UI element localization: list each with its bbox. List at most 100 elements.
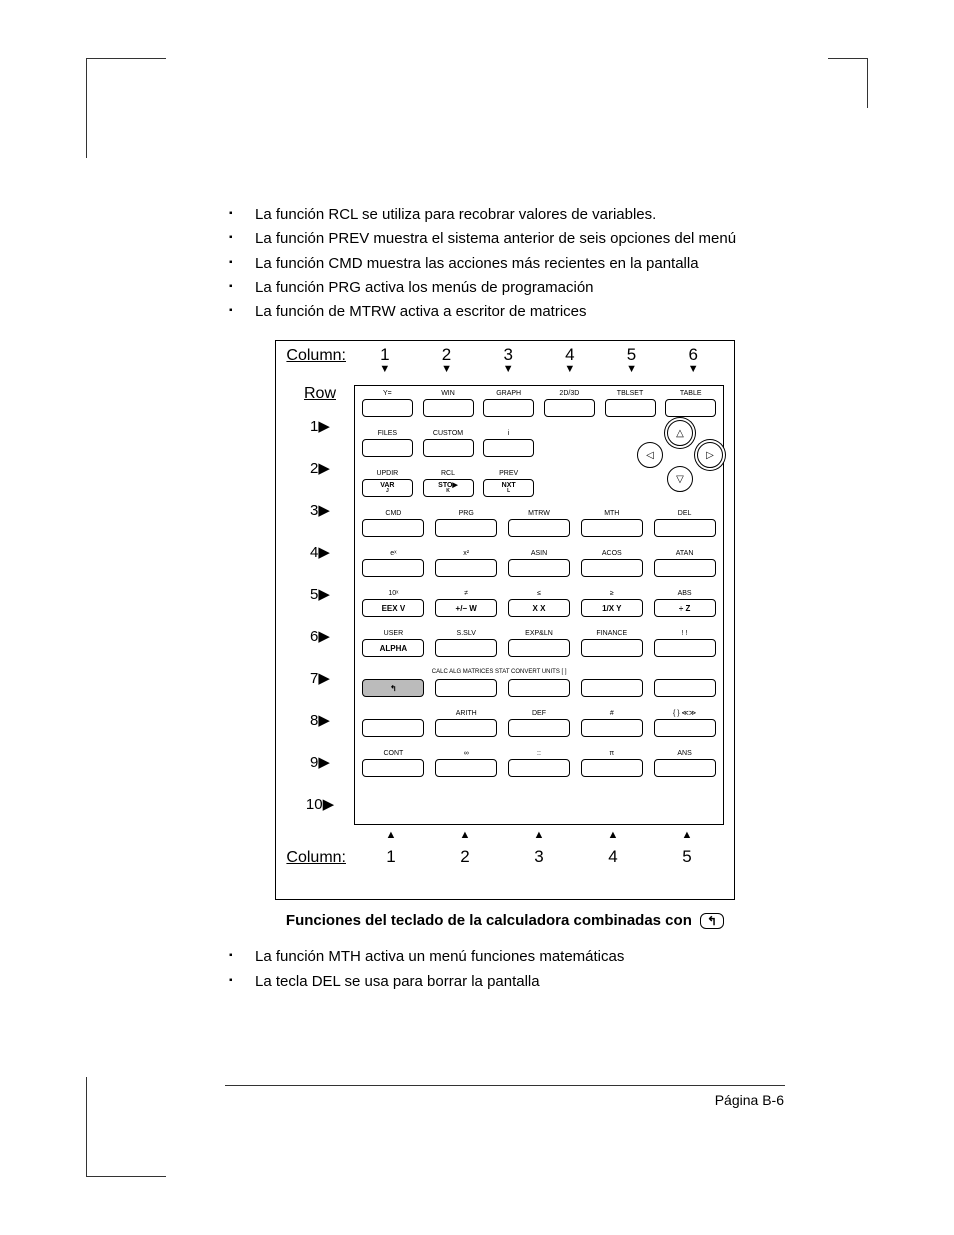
- key-row: USERALPHAS.SLVEXP&LNFINANCE! !: [359, 630, 719, 670]
- up-arrow-icon: ▲: [650, 829, 724, 841]
- bottom-bullet-list: La función MTH activa un menú funciones …: [225, 947, 785, 992]
- calc-key: [544, 399, 595, 417]
- calc-key: [665, 399, 716, 417]
- key-cell: [650, 670, 719, 710]
- key-shift-label: CMD: [385, 510, 401, 519]
- bullet-item: La función PREV muestra el sistema anter…: [225, 229, 785, 249]
- row-num: 7▶: [286, 657, 354, 699]
- col-num: 1: [354, 345, 416, 365]
- col-num: 1: [354, 847, 428, 867]
- key-cell: ABS÷ Z: [650, 590, 719, 630]
- key-cell: DEF: [505, 710, 574, 750]
- key-shift-label: ≠: [464, 590, 468, 599]
- up-arrow-icon: ▲: [354, 829, 428, 841]
- key-cell: ACOS: [577, 550, 646, 590]
- row-num: 6▶: [286, 615, 354, 657]
- bullet-item: La función MTH activa un menú funciones …: [225, 947, 785, 967]
- bullet-item: La función RCL se utiliza para recobrar …: [225, 205, 785, 225]
- key-cell: FILES: [359, 430, 416, 470]
- row-num: 9▶: [286, 741, 354, 783]
- key-cell: { } ≪≫: [650, 710, 719, 750]
- calc-key: [435, 759, 497, 777]
- calc-key: [508, 759, 570, 777]
- key-cell: 10ˣEEX V: [359, 590, 428, 630]
- key-row: ↰CALC ALG MATRICES STAT CONVERT UNITS [ …: [359, 670, 719, 710]
- calc-key: [581, 559, 643, 577]
- row-num: 10▶: [286, 783, 354, 825]
- bullet-item: La tecla DEL se usa para borrar la panta…: [225, 972, 785, 992]
- key-cell: WIN: [420, 390, 477, 430]
- key-banner-label: CALC ALG MATRICES STAT CONVERT UNITS [ ]: [432, 669, 567, 675]
- calc-key: [423, 439, 474, 457]
- key-cell: CALC ALG MATRICES STAT CONVERT UNITS [ ]: [432, 670, 501, 710]
- col-num: 6: [662, 345, 724, 365]
- key-shift-label: ASIN: [531, 550, 547, 559]
- figure-caption: Funciones del teclado de la calculadora …: [225, 912, 785, 929]
- calc-key: [581, 519, 643, 537]
- key-cell: MTRW: [505, 510, 574, 550]
- bullet-item: La función CMD muestra las acciones más …: [225, 254, 785, 274]
- key-shift-label: FILES: [378, 430, 397, 439]
- col-num: 5: [601, 345, 663, 365]
- key-spacer: [541, 430, 598, 470]
- calc-key: [508, 679, 570, 697]
- key-row: UPDIRVARJRCLSTO▶KPREVNXTL: [359, 470, 719, 510]
- key-cell: CONT: [359, 750, 428, 790]
- bullet-item: La función de MTRW activa a escritor de …: [225, 302, 785, 322]
- key-row: FILES CUSTOM i: [359, 430, 719, 470]
- calc-key: [654, 519, 716, 537]
- key-shift-label: Y=: [383, 390, 392, 399]
- key-cell: GRAPH: [480, 390, 537, 430]
- key-shift-label: UPDIR: [376, 470, 398, 479]
- up-arrow-icon: ▲: [428, 829, 502, 841]
- calc-key: [581, 759, 643, 777]
- key-shift-label: ANS: [677, 750, 691, 759]
- calc-key: ALPHA: [362, 639, 424, 657]
- key-spacer: [541, 470, 598, 510]
- row-num: 5▶: [286, 573, 354, 615]
- row-num: 8▶: [286, 699, 354, 741]
- key-cell: 2D/3D: [541, 390, 598, 430]
- key-cell: ::: [505, 750, 574, 790]
- key-cell: MTH: [577, 510, 646, 550]
- calc-key: [483, 439, 534, 457]
- col-num: 3: [502, 847, 576, 867]
- caption-text: Funciones del teclado de la calculadora …: [286, 912, 692, 929]
- up-arrow-row: ▲ ▲ ▲ ▲ ▲: [286, 829, 724, 841]
- col-num: 4: [576, 847, 650, 867]
- key-row: CONT∞::πANS: [359, 750, 719, 790]
- key-shift-label: ARITH: [456, 710, 477, 719]
- key-spacer: [602, 470, 659, 510]
- key-cell: ASIN: [505, 550, 574, 590]
- key-shift-label: GRAPH: [496, 390, 521, 399]
- page-content: La función RCL se utiliza para recobrar …: [225, 205, 785, 1010]
- calc-key: [362, 759, 424, 777]
- bullet-item: La función PRG activa los menús de progr…: [225, 278, 785, 298]
- key-cell: ≠+/− W: [432, 590, 501, 630]
- key-cell: ! !: [650, 630, 719, 670]
- down-arrow-icon: ▼: [662, 363, 724, 375]
- key-shift-label: USER: [384, 630, 403, 639]
- key-cell: USERALPHA: [359, 630, 428, 670]
- calc-key: 1/X Y: [581, 599, 643, 617]
- key-shift-label: i: [508, 430, 510, 439]
- calc-key: [654, 559, 716, 577]
- column-label: Column:: [286, 849, 354, 867]
- footer-rule: [225, 1085, 785, 1086]
- key-shift-label: MTRW: [528, 510, 550, 519]
- key-shift-label: FINANCE: [596, 630, 627, 639]
- row-num: 4▶: [286, 531, 354, 573]
- calc-key: [435, 679, 497, 697]
- key-cell: PREVNXTL: [480, 470, 537, 510]
- calc-key: [435, 639, 497, 657]
- key-area: Y=WINGRAPH2D/3DTBLSETTABLE△◁▷▽FILESCUSTO…: [354, 385, 724, 825]
- row-num: 1▶: [286, 405, 354, 447]
- col-num: 2: [428, 847, 502, 867]
- key-shift-label: ∞: [464, 750, 469, 759]
- key-shift-label: { } ≪≫: [673, 710, 696, 719]
- calc-key: [654, 639, 716, 657]
- key-row: ARITHDEF#{ } ≪≫: [359, 710, 719, 750]
- calc-key: NXTL: [483, 479, 534, 497]
- key-cell: ≥1/X Y: [577, 590, 646, 630]
- key-shift-label: CUSTOM: [433, 430, 463, 439]
